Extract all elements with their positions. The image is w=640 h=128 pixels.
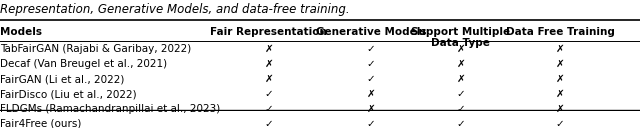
Text: ✗: ✗ bbox=[456, 44, 465, 54]
Text: Models: Models bbox=[0, 26, 42, 37]
Text: ✓: ✓ bbox=[556, 119, 564, 128]
Text: ✓: ✓ bbox=[456, 119, 465, 128]
Text: ✓: ✓ bbox=[264, 104, 273, 114]
Text: Fair Representation: Fair Representation bbox=[211, 26, 327, 37]
Text: FairGAN (Li et al., 2022): FairGAN (Li et al., 2022) bbox=[0, 74, 124, 84]
Text: Generative Models: Generative Models bbox=[316, 26, 426, 37]
Text: ✗: ✗ bbox=[556, 74, 564, 84]
Text: Fair4Free (ours): Fair4Free (ours) bbox=[0, 119, 81, 128]
Text: ✗: ✗ bbox=[556, 59, 564, 69]
Text: ✗: ✗ bbox=[556, 44, 564, 54]
Text: ✓: ✓ bbox=[264, 119, 273, 128]
Text: ✓: ✓ bbox=[367, 44, 376, 54]
Text: ✗: ✗ bbox=[556, 104, 564, 114]
Text: ✗: ✗ bbox=[456, 74, 465, 84]
Text: ✓: ✓ bbox=[367, 59, 376, 69]
Text: FairDisco (Liu et al., 2022): FairDisco (Liu et al., 2022) bbox=[0, 89, 136, 99]
Text: ✓: ✓ bbox=[367, 74, 376, 84]
Text: Representation, Generative Models, and data-free training.: Representation, Generative Models, and d… bbox=[0, 3, 349, 16]
Text: Support Multiple
Data Type: Support Multiple Data Type bbox=[412, 26, 510, 48]
Text: ✗: ✗ bbox=[456, 59, 465, 69]
Text: ✗: ✗ bbox=[264, 59, 273, 69]
Text: ✓: ✓ bbox=[367, 119, 376, 128]
Text: ✗: ✗ bbox=[367, 89, 376, 99]
Text: ✗: ✗ bbox=[556, 89, 564, 99]
Text: Decaf (Van Breugel et al., 2021): Decaf (Van Breugel et al., 2021) bbox=[0, 59, 167, 69]
Text: Data Free Training: Data Free Training bbox=[506, 26, 614, 37]
Text: ✓: ✓ bbox=[456, 89, 465, 99]
Text: ✓: ✓ bbox=[264, 89, 273, 99]
Text: TabFairGAN (Rajabi & Garibay, 2022): TabFairGAN (Rajabi & Garibay, 2022) bbox=[0, 44, 191, 54]
Text: ✗: ✗ bbox=[264, 74, 273, 84]
Text: ✓: ✓ bbox=[456, 104, 465, 114]
Text: ✗: ✗ bbox=[367, 104, 376, 114]
Text: FLDGMs (Ramachandranpillai et al., 2023): FLDGMs (Ramachandranpillai et al., 2023) bbox=[0, 104, 220, 114]
Text: ✗: ✗ bbox=[264, 44, 273, 54]
